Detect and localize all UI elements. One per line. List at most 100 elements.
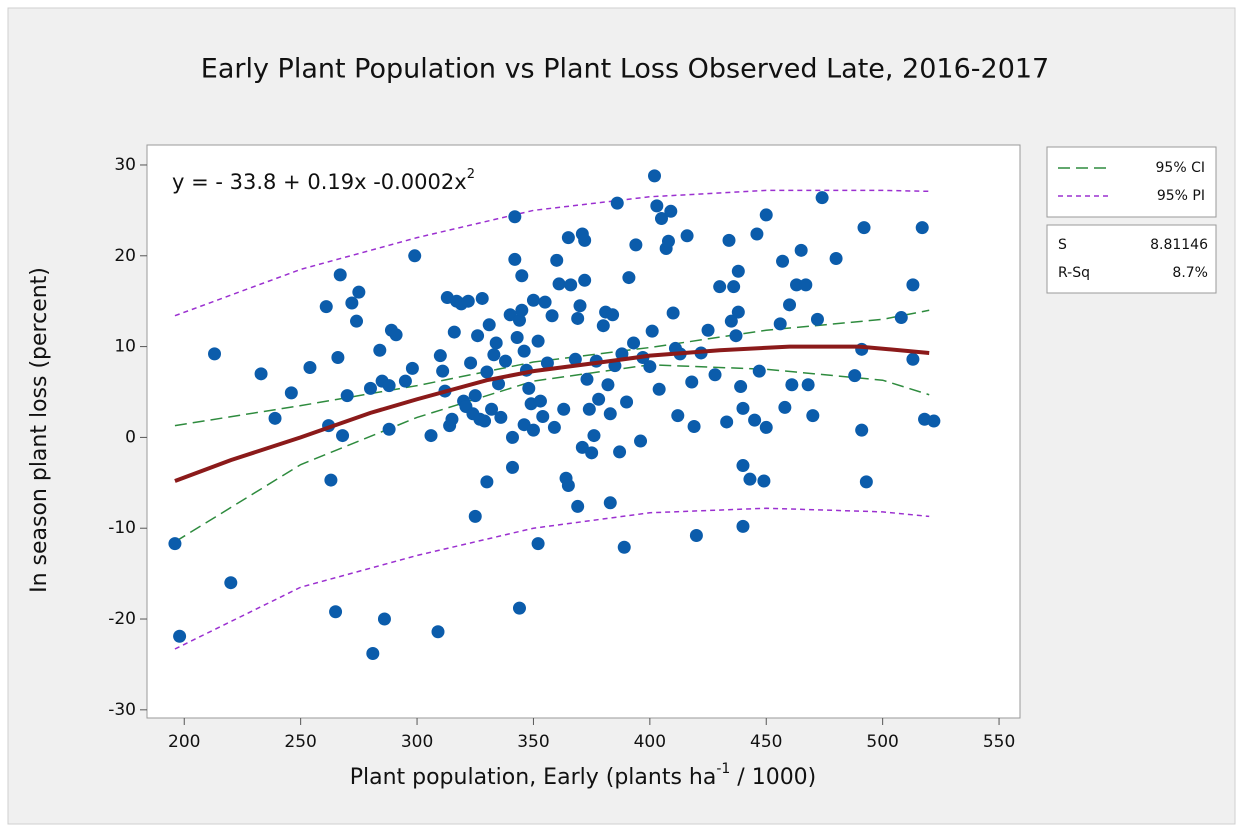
point [606, 308, 620, 322]
point [720, 415, 734, 429]
point [680, 229, 694, 243]
point [531, 537, 545, 551]
point [505, 460, 519, 474]
point [168, 537, 182, 551]
point [373, 343, 387, 357]
point [515, 303, 529, 317]
point [750, 227, 764, 241]
point [366, 647, 380, 661]
point [617, 540, 631, 554]
point [408, 249, 422, 263]
point [731, 264, 745, 278]
point [363, 381, 377, 395]
stat-value: 8.81146 [1150, 237, 1208, 253]
point [894, 311, 908, 325]
point [436, 364, 450, 378]
point [585, 446, 599, 460]
point [331, 350, 345, 364]
point [613, 445, 627, 459]
point [464, 356, 478, 370]
point [568, 352, 582, 366]
point [806, 409, 820, 423]
point [540, 356, 554, 370]
point [510, 331, 524, 345]
point [603, 407, 617, 421]
stats-box [1046, 224, 1217, 294]
point [352, 285, 366, 299]
point [815, 191, 829, 205]
point [671, 409, 685, 423]
point [708, 368, 722, 382]
point [736, 401, 750, 415]
point [468, 509, 482, 523]
point [571, 499, 585, 513]
x-tick-label: 300 [401, 732, 433, 752]
point [208, 347, 222, 361]
point [829, 252, 843, 266]
point [303, 360, 317, 374]
point [487, 348, 501, 362]
point [475, 291, 489, 305]
point [489, 336, 503, 350]
point [431, 625, 445, 639]
point [531, 334, 545, 348]
point [461, 294, 475, 308]
point [468, 389, 482, 403]
point [398, 374, 412, 388]
point [340, 389, 354, 403]
point [480, 475, 494, 489]
point [382, 379, 396, 393]
point [689, 528, 703, 542]
point [729, 329, 743, 343]
x-tick-label: 400 [634, 732, 666, 752]
point [629, 238, 643, 252]
point [627, 336, 641, 350]
point [538, 295, 552, 309]
x-tick-label: 550 [983, 732, 1015, 752]
x-tick-label: 500 [866, 732, 898, 752]
point [224, 576, 238, 590]
y-tick-label: -10 [108, 518, 136, 538]
band-line [174, 507, 930, 650]
point [333, 268, 347, 282]
point [545, 309, 559, 323]
y-tick-label: -20 [108, 609, 136, 629]
point [759, 420, 773, 434]
point [424, 429, 438, 443]
x-label-part: Plant population, Early (plants ha [350, 765, 717, 790]
point [645, 324, 659, 338]
x-label-sup: -1 [716, 761, 730, 777]
point [701, 323, 715, 337]
point [794, 243, 808, 257]
point [512, 313, 526, 327]
point [382, 422, 396, 436]
point [927, 414, 941, 428]
x-tick-label: 200 [168, 732, 200, 752]
point [433, 349, 447, 363]
point [596, 319, 610, 333]
point [526, 423, 540, 437]
y-tick-label: 30 [114, 155, 136, 175]
point [515, 269, 529, 283]
point [377, 612, 391, 626]
point [445, 412, 459, 426]
fit-line [174, 344, 930, 483]
point [752, 364, 766, 378]
point [389, 328, 403, 342]
point [620, 395, 634, 409]
point [471, 329, 485, 343]
point [547, 420, 561, 434]
point [652, 382, 666, 396]
y-tick-label: 20 [114, 246, 136, 266]
point [485, 402, 499, 416]
point [582, 402, 596, 416]
point [571, 311, 585, 325]
point [345, 296, 359, 310]
point [776, 254, 790, 268]
point [601, 378, 615, 392]
point [522, 381, 536, 395]
point [736, 519, 750, 533]
point [564, 278, 578, 292]
point [536, 410, 550, 424]
